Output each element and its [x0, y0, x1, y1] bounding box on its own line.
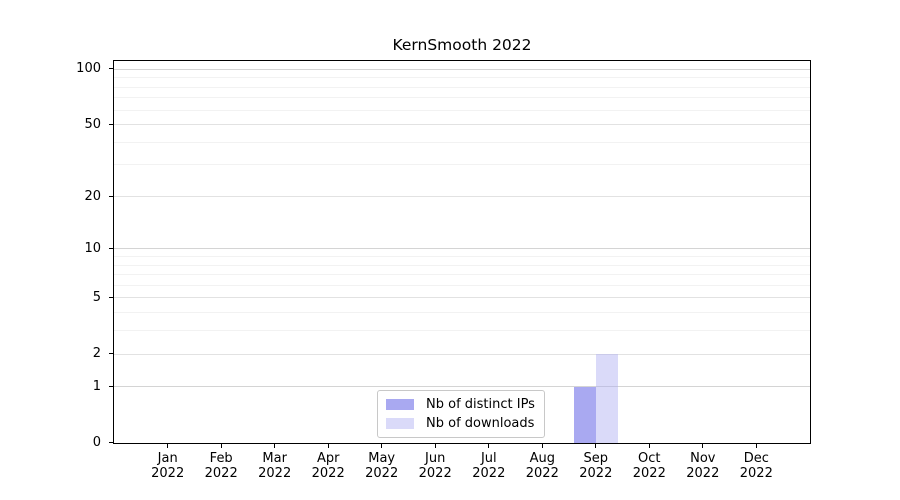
y-tick-label-20: 20: [84, 188, 101, 204]
legend: Nb of distinct IPs Nb of downloads: [377, 390, 545, 438]
x-tick-dec: [755, 444, 757, 448]
y-tick-label-10: 10: [84, 241, 101, 256]
x-tick-may: [381, 444, 383, 448]
y-tick-label-5: 5: [92, 290, 101, 306]
y-tick-50: [109, 123, 113, 125]
y-tick-label-2: 2: [92, 346, 101, 362]
x-tick-label-jun: Jun 2022: [418, 451, 452, 481]
x-tick-label-sep: Sep 2022: [579, 451, 613, 481]
y-tick-label-1: 1: [92, 379, 101, 395]
gridline-y-6: [114, 284, 810, 286]
gridline-y-3: [114, 330, 810, 332]
gridline-y-20: [114, 195, 810, 197]
x-tick-label-jan: Jan 2022: [151, 451, 185, 481]
gridline-y-7: [114, 274, 810, 276]
y-tick-1: [109, 386, 113, 388]
gridline-y-30: [114, 164, 810, 166]
y-tick-2: [109, 353, 113, 355]
y-tick-100: [109, 68, 113, 70]
x-tick-jun: [434, 444, 436, 448]
gridline-y-8: [114, 264, 810, 266]
x-tick-aug: [541, 444, 543, 448]
legend-item-distinct-ips: Nb of distinct IPs: [386, 396, 535, 413]
legend-swatch-downloads-icon: [386, 418, 414, 429]
gridline-y-90: [114, 77, 810, 78]
y-tick-20: [109, 195, 113, 197]
gridline-y-5: [114, 297, 810, 299]
x-tick-label-mar: Mar 2022: [258, 451, 292, 481]
gridline-y-80: [114, 86, 810, 88]
x-tick-label-jul: Jul 2022: [472, 451, 506, 481]
y-tick-label-100: 100: [76, 61, 101, 77]
y-tick-5: [109, 297, 113, 299]
x-tick-jul: [488, 444, 490, 448]
x-tick-label-oct: Oct 2022: [632, 451, 666, 481]
y-tick-label-0: 0: [92, 435, 101, 451]
gridline-y-4: [114, 312, 810, 314]
x-tick-sep: [595, 444, 597, 448]
x-tick-label-aug: Aug 2022: [525, 451, 559, 481]
plot-area: [113, 60, 811, 444]
gridline-y-1: [114, 386, 810, 388]
y-tick-10: [109, 247, 113, 250]
legend-item-downloads: Nb of downloads: [386, 415, 535, 432]
gridline-y-40: [114, 141, 810, 143]
bar-downloads-sep: [595, 354, 618, 443]
bar-distinct-ips-sep: [573, 386, 596, 443]
x-tick-label-apr: Apr 2022: [311, 451, 345, 481]
x-tick-jan: [167, 444, 169, 448]
x-tick-label-nov: Nov 2022: [686, 451, 720, 481]
x-tick-mar: [274, 444, 276, 448]
x-tick-feb: [220, 444, 222, 448]
x-tick-label-feb: Feb 2022: [204, 451, 238, 481]
x-tick-nov: [702, 444, 704, 448]
gridline-y-70: [114, 97, 810, 99]
x-tick-label-dec: Dec 2022: [739, 451, 773, 481]
chart-title: KernSmooth 2022: [392, 36, 532, 54]
gridline-y-2: [114, 353, 810, 355]
y-tick-0: [109, 442, 113, 444]
gridline-y-9: [114, 256, 810, 257]
x-tick-apr: [327, 444, 329, 448]
gridline-y-60: [114, 109, 810, 111]
gridline-y-100: [114, 68, 810, 70]
legend-label-downloads: Nb of downloads: [426, 416, 535, 431]
y-tick-label-50: 50: [84, 116, 101, 132]
gridline-y-50: [114, 124, 810, 125]
x-tick-label-may: May 2022: [365, 451, 399, 481]
legend-label-distinct-ips: Nb of distinct IPs: [426, 397, 535, 412]
legend-swatch-distinct-ips-icon: [386, 399, 414, 410]
x-tick-oct: [648, 444, 650, 448]
gridline-y-10: [114, 248, 810, 250]
